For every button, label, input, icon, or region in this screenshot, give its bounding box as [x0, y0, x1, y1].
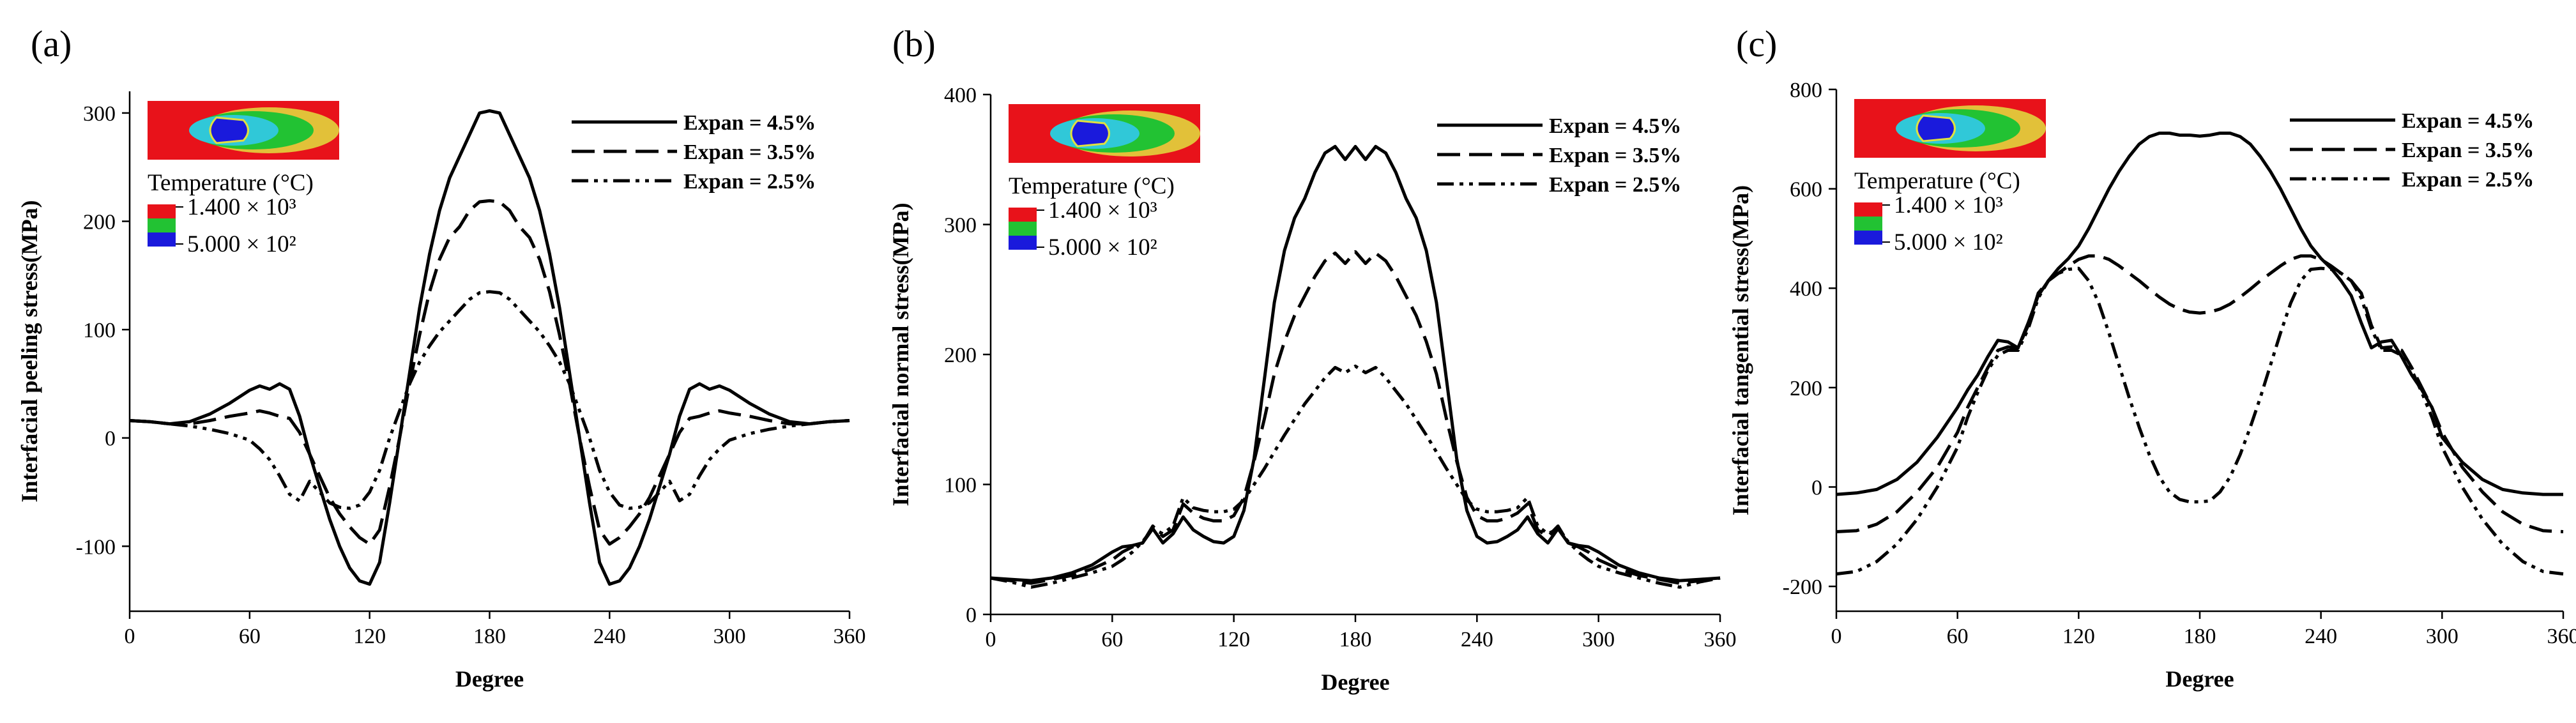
y-tick-label: 100: [944, 474, 977, 498]
y-tick-label: 200: [944, 344, 977, 367]
scale-blue-swatch: [148, 232, 176, 247]
x-tick-label: 120: [2062, 625, 2095, 648]
scale-min-label: 5.000 × 10²: [187, 231, 296, 257]
series-line-dashdotdot: [129, 290, 850, 510]
chart-panel-b: (b) 0 60 120 180 240 300 360 0 100 200 300 400 Degree…: [888, 23, 1737, 695]
y-tick-label: 800: [1790, 79, 1822, 102]
y-tick-label: 300: [944, 214, 977, 238]
contour-cold-core: [1070, 119, 1110, 148]
chart-panel-c: (c) 0 60 120 180 240 300 360 -200 0 200 400 600 800 De…: [1728, 23, 2576, 692]
legend-label: Expan = 3.5%: [683, 141, 816, 164]
scale-blue-swatch: [1854, 231, 1882, 245]
scale-red-swatch: [1009, 208, 1037, 222]
x-tick-label: 240: [593, 625, 626, 648]
scale-green-swatch: [148, 218, 176, 232]
x-tick-label: 180: [473, 625, 506, 648]
temperature-title: Temperature (°C): [1009, 173, 1175, 199]
y-tick-label: 0: [105, 427, 116, 451]
x-tick-label: 360: [2547, 625, 2576, 648]
x-tick-label: 180: [2184, 625, 2216, 648]
series-line-dashdotdot: [990, 364, 1721, 589]
legend-label: Expan = 2.5%: [683, 170, 816, 194]
x-axis-title: Degree: [2165, 666, 2234, 692]
temperature-title: Temperature (°C): [148, 170, 314, 196]
y-tick-label: -200: [1783, 575, 1822, 599]
y-tick-label: 300: [83, 102, 116, 126]
legend-label: Expan = 3.5%: [2402, 139, 2534, 162]
scale-max-label: 1.400 × 10³: [1048, 197, 1157, 224]
y-tick-label: -100: [76, 535, 116, 559]
panel-label: (b): [892, 23, 936, 65]
y-axis-title: Interfacial peeling stress(MPa): [17, 200, 42, 502]
scale-red-swatch: [1854, 202, 1882, 217]
y-tick-label: 200: [1790, 377, 1822, 400]
x-tick-label: 300: [1582, 628, 1615, 651]
legend-label: Expan = 4.5%: [2402, 109, 2534, 133]
x-tick-label: 60: [239, 625, 261, 648]
x-tick-label: 300: [713, 625, 746, 648]
x-tick-label: 360: [834, 625, 866, 648]
x-tick-label: 360: [1704, 628, 1737, 651]
x-tick-label: 180: [1339, 628, 1372, 651]
chart-panel-a: (a) 0 60 120 180 240 300 360 -100 0 100 200 300 Degre…: [17, 23, 866, 692]
series-line-dash: [990, 250, 1721, 585]
x-tick-label: 120: [353, 625, 386, 648]
legend-label: Expan = 2.5%: [1549, 173, 1681, 197]
y-tick-label: 200: [83, 211, 116, 234]
x-tick-label: 60: [1101, 628, 1123, 651]
scale-max-label: 1.400 × 10³: [187, 194, 296, 220]
scale-blue-swatch: [1009, 236, 1037, 250]
y-tick-label: 400: [1790, 277, 1822, 301]
series-line-solid: [1836, 132, 2563, 496]
temperature-title: Temperature (°C): [1854, 168, 2020, 194]
scale-max-label: 1.400 × 10³: [1894, 192, 2003, 218]
x-tick-label: 0: [986, 628, 996, 651]
temperature-contour-inset: Temperature (°C)1.400 × 10³ 5.000 × 10²: [1009, 104, 1200, 261]
y-tick-label: 0: [966, 604, 977, 627]
scale-green-swatch: [1009, 222, 1037, 236]
x-tick-label: 60: [1947, 625, 1969, 648]
temperature-contour-inset: Temperature (°C)1.400 × 10³ 5.000 × 10²: [1854, 99, 2046, 255]
contour-cold-core: [209, 116, 249, 144]
x-tick-label: 0: [1831, 625, 1842, 648]
series-line-dash: [129, 199, 850, 546]
y-tick-label: 400: [944, 84, 977, 107]
y-tick-label: 600: [1790, 178, 1822, 202]
x-tick-label: 300: [2426, 625, 2458, 648]
x-axis-title: Degree: [455, 666, 524, 692]
legend-label: Expan = 4.5%: [683, 111, 816, 135]
temperature-contour-inset: Temperature (°C)1.400 × 10³ 5.000 × 10²: [148, 101, 339, 257]
series-line-solid: [129, 109, 850, 586]
contour-cold-core: [1916, 114, 1956, 142]
legend-label: Expan = 4.5%: [1549, 114, 1681, 138]
x-tick-label: 0: [125, 625, 135, 648]
legend-label: Expan = 3.5%: [1549, 144, 1681, 167]
panel-label: (a): [31, 23, 72, 65]
y-axis-title: Interfacial normal stress(MPa): [888, 202, 913, 506]
legend-label: Expan = 2.5%: [2402, 168, 2534, 192]
series-line-dash: [1836, 254, 2564, 533]
y-tick-label: 100: [83, 319, 116, 342]
scale-green-swatch: [1854, 217, 1882, 231]
x-tick-label: 240: [1461, 628, 1493, 651]
x-axis-title: Degree: [1321, 669, 1389, 695]
y-axis-title: Interfacial tangential stress(MPa): [1728, 185, 1753, 515]
scale-red-swatch: [148, 204, 176, 218]
x-tick-label: 240: [2305, 625, 2337, 648]
y-tick-label: 0: [1811, 476, 1822, 499]
scale-min-label: 5.000 × 10²: [1048, 234, 1157, 261]
scale-min-label: 5.000 × 10²: [1894, 229, 2003, 255]
x-tick-label: 120: [1217, 628, 1250, 651]
panel-label: (c): [1736, 23, 1777, 65]
